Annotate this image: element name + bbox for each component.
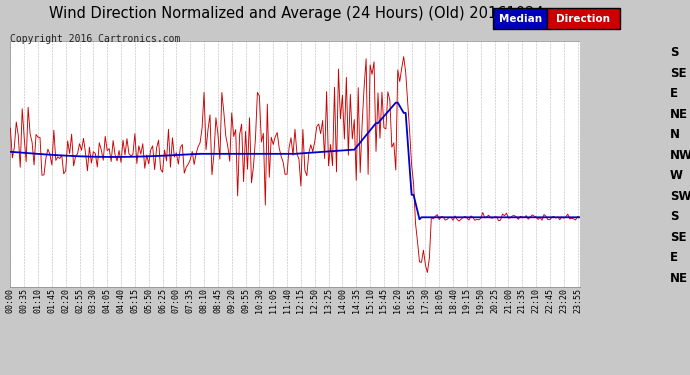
Text: Wind Direction Normalized and Average (24 Hours) (Old) 20161024: Wind Direction Normalized and Average (2… bbox=[49, 6, 544, 21]
Text: Median: Median bbox=[499, 13, 542, 24]
Text: Copyright 2016 Cartronics.com: Copyright 2016 Cartronics.com bbox=[10, 34, 181, 44]
Text: Direction: Direction bbox=[556, 13, 611, 24]
